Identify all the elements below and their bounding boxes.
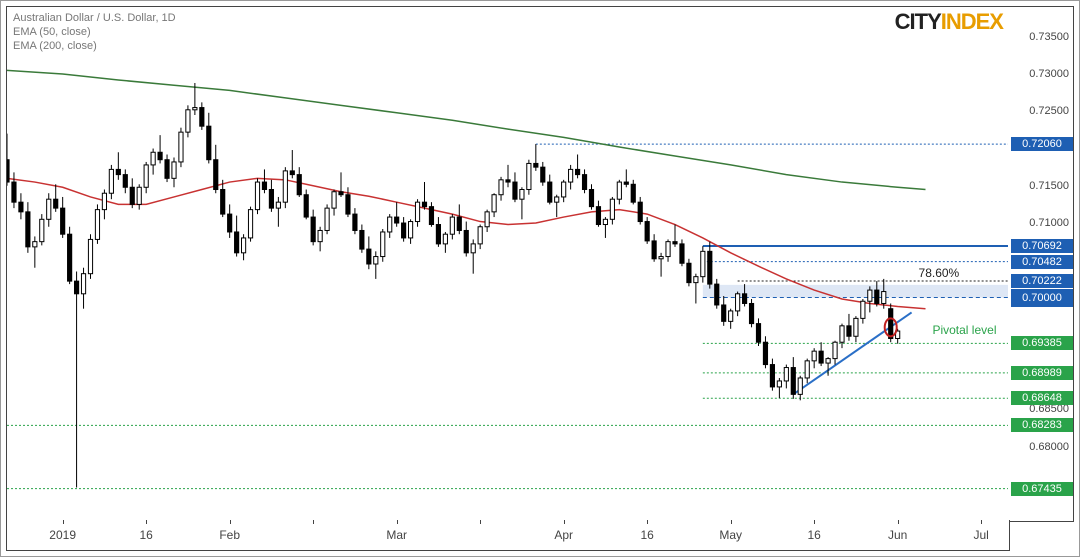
x-tick bbox=[564, 520, 565, 524]
pivotal-label: Pivotal level bbox=[932, 323, 996, 337]
x-tick-label: May bbox=[719, 528, 742, 542]
x-tick bbox=[731, 520, 732, 524]
x-tick bbox=[63, 520, 64, 524]
price-level-box: 0.70482 bbox=[1011, 255, 1073, 269]
y-tick-label: 0.71000 bbox=[1029, 217, 1069, 229]
legend-ema200: EMA (200, close) bbox=[13, 39, 176, 53]
x-tick bbox=[480, 520, 481, 524]
price-level-box: 0.68283 bbox=[1011, 418, 1073, 432]
x-tick-label: Jun bbox=[888, 528, 907, 542]
brand-logo: CITYINDEX bbox=[895, 9, 1003, 35]
x-tick-label: Jul bbox=[973, 528, 988, 542]
x-tick bbox=[814, 520, 815, 524]
x-tick bbox=[981, 520, 982, 524]
price-plot[interactable]: Australian Dollar / U.S. Dollar, 1D EMA … bbox=[6, 6, 1010, 522]
y-tick-label: 0.68000 bbox=[1029, 441, 1069, 453]
legend: Australian Dollar / U.S. Dollar, 1D EMA … bbox=[13, 11, 176, 53]
y-tick-label: 0.73500 bbox=[1029, 31, 1069, 43]
x-tick-label: 16 bbox=[640, 528, 653, 542]
x-tick-label: Mar bbox=[386, 528, 407, 542]
price-level-box: 0.70000 bbox=[1011, 289, 1073, 307]
y-tick-label: 0.72500 bbox=[1029, 105, 1069, 117]
plot-svg bbox=[7, 7, 1009, 521]
price-level-box: 0.70692 bbox=[1011, 239, 1073, 253]
x-tick-label: Apr bbox=[554, 528, 573, 542]
x-tick-label: 16 bbox=[139, 528, 152, 542]
chart-container: Australian Dollar / U.S. Dollar, 1D EMA … bbox=[0, 0, 1080, 557]
chart-title: Australian Dollar / U.S. Dollar, 1D bbox=[13, 11, 176, 25]
y-axis: 0.735000.730000.725000.715000.710000.685… bbox=[1008, 6, 1074, 522]
x-tick bbox=[397, 520, 398, 524]
x-tick bbox=[146, 520, 147, 524]
brand-part2: INDEX bbox=[941, 9, 1003, 34]
price-level-box: 0.68648 bbox=[1011, 391, 1073, 405]
price-level-box: 0.69385 bbox=[1011, 336, 1073, 350]
x-tick-label: Feb bbox=[219, 528, 240, 542]
x-tick bbox=[647, 520, 648, 524]
brand-part1: CITY bbox=[895, 9, 941, 34]
price-level-box: 0.68989 bbox=[1011, 366, 1073, 380]
x-axis: 2019 16 Feb Mar Apr 16 May 16 Jun Jul bbox=[6, 520, 1010, 551]
price-level-box: 0.67435 bbox=[1011, 482, 1073, 496]
y-tick-label: 0.73000 bbox=[1029, 68, 1069, 80]
y-tick-label: 0.71500 bbox=[1029, 180, 1069, 192]
legend-ema50: EMA (50, close) bbox=[13, 25, 176, 39]
price-level-box: 0.70222 bbox=[1011, 274, 1073, 288]
x-tick bbox=[313, 520, 314, 524]
x-tick bbox=[898, 520, 899, 524]
price-level-box: 0.72060 bbox=[1011, 137, 1073, 151]
x-tick-label: 16 bbox=[807, 528, 820, 542]
fib-label: 78.60% bbox=[919, 266, 960, 280]
x-tick-label: 2019 bbox=[49, 528, 76, 542]
x-tick bbox=[230, 520, 231, 524]
